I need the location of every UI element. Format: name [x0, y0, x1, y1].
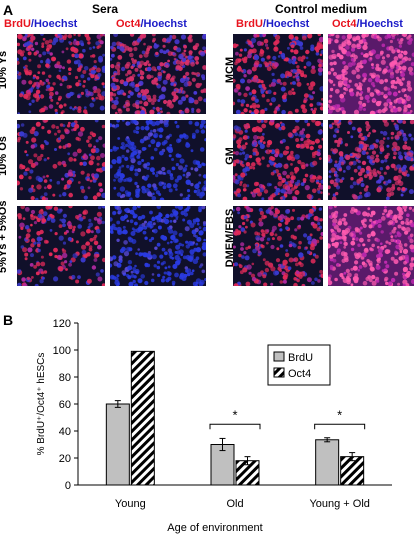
y-tick-label: 0 — [65, 480, 71, 492]
x-tick-label: Old — [226, 498, 243, 510]
y-axis-label: % BrdU⁺/Oct4⁺ hESCs — [36, 353, 47, 456]
significance-bracket — [209, 423, 261, 430]
micrograph-control-mcm-oct4 — [328, 34, 414, 114]
x-tick-label: Young + Old — [309, 498, 369, 510]
micrograph-sera-os-oct4 — [110, 120, 206, 200]
panel-a-letter: A — [3, 2, 14, 18]
hoechst-label: /Hoechst — [356, 18, 403, 30]
significance-star: * — [232, 407, 237, 422]
row-label-10-os: 10% Os — [0, 136, 9, 176]
sera-brdu-header: BrdU/Hoechst — [4, 18, 77, 30]
y-tick-label: 120 — [53, 318, 71, 330]
panel-b-letter: B — [3, 312, 14, 328]
micrograph-sera-os-brdu — [17, 120, 105, 200]
legend-label-brdu: BrdU — [288, 352, 313, 364]
micrograph-sera-mix-brdu — [17, 206, 105, 286]
brdu-label: BrdU — [236, 18, 263, 30]
y-tick-label: 100 — [53, 345, 71, 357]
oct4-label: Oct4 — [332, 18, 357, 30]
y-tick-label: 60 — [59, 399, 71, 411]
oct4-label: Oct4 — [116, 18, 141, 30]
micrograph-sera-mix-oct4 — [110, 206, 206, 286]
legend-swatch-oct4 — [273, 367, 285, 378]
control-brdu-header: BrdU/Hoechst — [236, 18, 309, 30]
micrograph-sera-ys-oct4 — [110, 34, 206, 114]
control-oct4-header: Oct4/Hoechst — [332, 18, 403, 30]
brdu-label: BrdU — [4, 18, 31, 30]
row-label-5ys-5os: 5%Ys + 5%Os — [0, 200, 9, 273]
micrograph-sera-ys-brdu — [17, 34, 105, 114]
micrograph-control-mcm-brdu — [233, 34, 323, 114]
row-label-10-ys: 10% Ys — [0, 50, 9, 90]
y-tick-label: 40 — [59, 426, 71, 438]
significance-star: * — [337, 407, 342, 422]
x-tick-label: Young — [115, 498, 146, 510]
bar-oct4 — [130, 350, 155, 486]
hoechst-label: /Hoechst — [140, 18, 187, 30]
hoechst-label: /Hoechst — [30, 18, 78, 30]
bar-chart: 0 20 40 60 80 100 120 % BrdU⁺/Oct4⁺ hESCs Young O… — [36, 318, 392, 534]
micrograph-control-gm-brdu — [233, 120, 323, 200]
x-axis-label: Age of environment — [167, 522, 262, 534]
control-title: Control medium — [275, 2, 367, 16]
sera-oct4-header: Oct4/Hoechst — [116, 18, 187, 30]
y-tick-label: 20 — [59, 453, 71, 465]
micrograph-control-dmem-brdu — [233, 206, 323, 286]
bar-brdu — [105, 403, 130, 486]
y-tick-label: 80 — [59, 372, 71, 384]
sera-title: Sera — [91, 2, 119, 16]
legend-label-oct4: Oct4 — [288, 368, 311, 380]
significance-bracket — [314, 423, 366, 430]
legend-swatch-brdu — [273, 351, 285, 362]
bar-brdu — [315, 439, 340, 486]
hoechst-label: /Hoechst — [262, 18, 310, 30]
micrograph-control-dmem-oct4 — [328, 206, 414, 286]
micrograph-control-gm-oct4 — [328, 120, 414, 200]
